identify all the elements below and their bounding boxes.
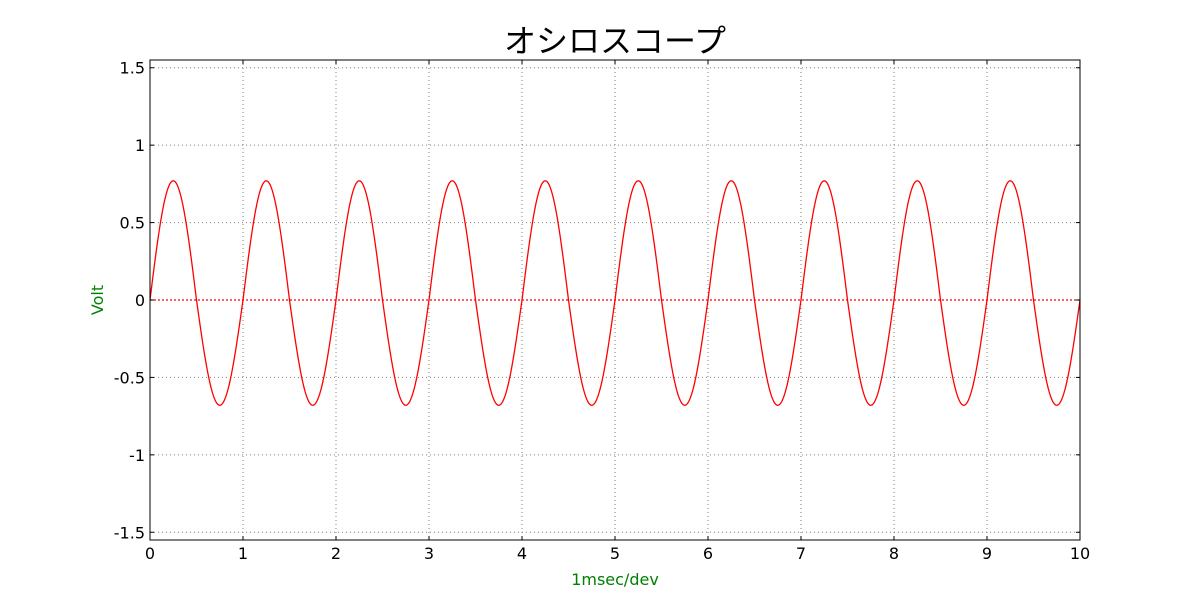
x-axis-label: 1msec/dev xyxy=(571,570,659,589)
x-tick-label: 5 xyxy=(610,544,620,563)
series-layer xyxy=(149,180,1081,406)
y-tick-label: 0 xyxy=(135,291,145,310)
x-tick-label: 0 xyxy=(145,544,155,563)
y-tick-label: 1 xyxy=(135,136,145,155)
x-tick-label: 10 xyxy=(1070,544,1090,563)
x-tick-label: 7 xyxy=(796,544,806,563)
x-tick-labels: 0 1 2 3 4 5 6 7 8 9 10 xyxy=(145,544,1090,563)
series-line xyxy=(149,180,1081,406)
x-tick-label: 8 xyxy=(889,544,899,563)
x-tick-label: 1 xyxy=(238,544,248,563)
chart-title: オシロスコープ xyxy=(504,22,726,60)
tick-marks xyxy=(149,60,1081,540)
x-tick-label: 3 xyxy=(424,544,434,563)
x-tick-label: 9 xyxy=(982,544,992,563)
y-tick-labels: 1.5 1 0.5 0 -0.5 -1 -1.5 xyxy=(114,59,145,543)
x-tick-label: 6 xyxy=(703,544,713,563)
y-tick-label: -1 xyxy=(129,446,145,465)
y-tick-label: 1.5 xyxy=(120,59,145,78)
y-tick-label: -0.5 xyxy=(114,368,145,387)
x-tick-label: 2 xyxy=(331,544,341,563)
x-tick-label: 4 xyxy=(517,544,527,563)
y-tick-label: 0.5 xyxy=(120,214,145,233)
y-axis-label: Volt xyxy=(88,285,107,315)
y-tick-label: -1.5 xyxy=(114,523,145,542)
